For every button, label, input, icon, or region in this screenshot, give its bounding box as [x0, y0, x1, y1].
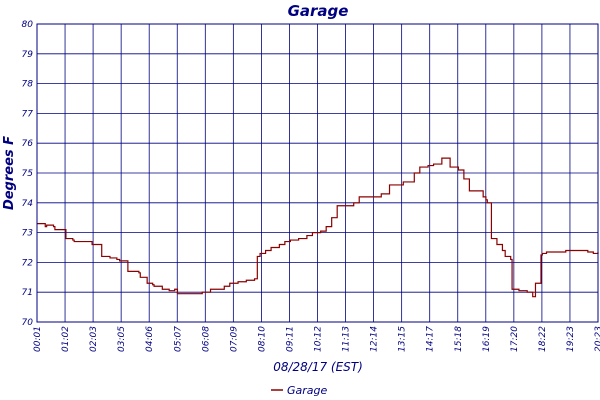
x-tick-label: 12:14	[370, 326, 380, 352]
y-tick-label: 73	[22, 229, 34, 239]
plot-frame	[36, 23, 599, 323]
y-tick-label: 76	[22, 139, 34, 149]
series-line-garage	[37, 157, 599, 298]
x-tick-label: 02:03	[89, 326, 99, 352]
x-tick-label: 08:10	[257, 326, 267, 352]
x-tick-label: 09:11	[285, 326, 295, 352]
x-axis-ticks: 00:01 01:02 02:03 03:05 04:06 05:07 06:08 07:09…	[33, 326, 600, 352]
y-axis-ticks: 70 71 72 73 74 75 76 77 78 79 80	[22, 20, 34, 328]
x-tick-label: 00:01	[33, 326, 43, 352]
x-tick-label: 03:05	[117, 326, 127, 352]
legend: Garage	[271, 384, 328, 397]
y-tick-label: 78	[22, 80, 34, 90]
x-tick-label: 14:17	[426, 326, 436, 352]
x-tick-label: 20:23	[594, 326, 600, 352]
y-tick-label: 72	[22, 258, 34, 268]
x-tick-label: 10:12	[314, 326, 324, 352]
legend-label-garage: Garage	[287, 384, 328, 397]
y-tick-label: 80	[22, 20, 34, 30]
y-tick-label: 79	[22, 50, 34, 60]
x-tick-label: 18:22	[538, 326, 548, 352]
y-tick-label: 77	[22, 109, 34, 119]
y-tick-label: 70	[22, 318, 34, 328]
chart-title: Garage	[288, 2, 349, 20]
x-tick-label: 13:15	[398, 326, 408, 352]
x-tick-label: 16:19	[482, 326, 492, 352]
x-tick-label: 05:07	[173, 326, 183, 352]
y-axis-label: Degrees F	[2, 136, 17, 210]
x-tick-label: 01:02	[61, 326, 71, 352]
x-tick-label: 19:23	[566, 326, 576, 352]
x-axis-label: 08/28/17 (EST)	[273, 360, 363, 374]
x-tick-label: 11:13	[342, 326, 352, 352]
x-tick-label: 04:06	[145, 326, 155, 352]
x-tick-label: 07:09	[229, 326, 239, 352]
series-layer	[37, 157, 599, 298]
y-tick-label: 75	[22, 169, 34, 179]
x-tick-label: 06:08	[201, 326, 211, 352]
x-tick-label: 17:20	[510, 326, 520, 352]
x-tick-label: 15:18	[454, 326, 464, 352]
y-tick-label: 71	[22, 288, 33, 298]
grid	[36, 23, 599, 323]
y-tick-label: 74	[22, 199, 34, 209]
